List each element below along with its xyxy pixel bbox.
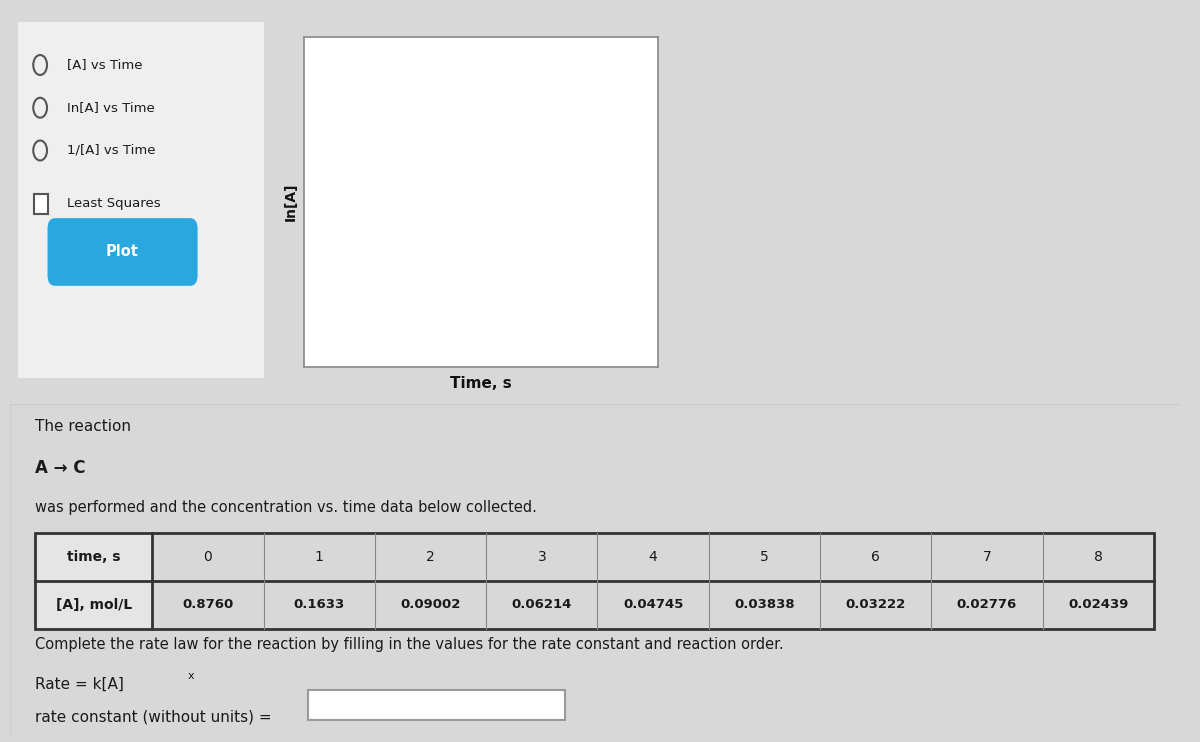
Text: 3: 3 bbox=[538, 550, 546, 564]
Y-axis label: In[A]: In[A] bbox=[284, 183, 298, 221]
Text: [A], mol/L: [A], mol/L bbox=[55, 598, 132, 612]
Bar bbox=[35, 581, 152, 629]
Text: The reaction: The reaction bbox=[35, 419, 131, 434]
Bar bbox=[308, 690, 565, 720]
Text: A → C: A → C bbox=[35, 459, 86, 477]
Bar bbox=[34, 194, 48, 214]
Text: In[A] vs Time: In[A] vs Time bbox=[67, 101, 155, 114]
Text: 0.02439: 0.02439 bbox=[1068, 599, 1128, 611]
Text: 0.02776: 0.02776 bbox=[956, 599, 1018, 611]
Text: 0.09002: 0.09002 bbox=[401, 599, 461, 611]
Text: Complete the rate law for the reaction by filling in the values for the rate con: Complete the rate law for the reaction b… bbox=[35, 637, 784, 652]
Text: 0.1633: 0.1633 bbox=[294, 599, 344, 611]
Text: 4: 4 bbox=[649, 550, 658, 564]
Text: 0.04745: 0.04745 bbox=[623, 599, 683, 611]
Text: 0.06214: 0.06214 bbox=[511, 599, 572, 611]
Text: time, s: time, s bbox=[67, 550, 120, 564]
Text: 0.8760: 0.8760 bbox=[182, 599, 234, 611]
Text: 6: 6 bbox=[871, 550, 880, 564]
Text: 8: 8 bbox=[1093, 550, 1103, 564]
Text: rate constant (without units) =: rate constant (without units) = bbox=[35, 710, 272, 725]
Text: x: x bbox=[187, 671, 194, 681]
Text: 5: 5 bbox=[760, 550, 769, 564]
Text: 0.03838: 0.03838 bbox=[734, 599, 794, 611]
Text: Least Squares: Least Squares bbox=[67, 197, 161, 211]
X-axis label: Time, s: Time, s bbox=[450, 375, 511, 390]
Text: 1: 1 bbox=[314, 550, 324, 564]
Text: 1/[A] vs Time: 1/[A] vs Time bbox=[67, 144, 156, 157]
Text: was performed and the concentration vs. time data below collected.: was performed and the concentration vs. … bbox=[35, 500, 538, 515]
Text: Plot: Plot bbox=[106, 244, 139, 260]
Text: 0: 0 bbox=[204, 550, 212, 564]
FancyBboxPatch shape bbox=[48, 218, 198, 286]
Text: 2: 2 bbox=[426, 550, 434, 564]
Text: 7: 7 bbox=[983, 550, 991, 564]
Bar bbox=[35, 533, 152, 581]
Text: Rate = k[A]: Rate = k[A] bbox=[35, 677, 125, 692]
Bar bbox=[35, 533, 1154, 629]
Text: [A] vs Time: [A] vs Time bbox=[67, 59, 143, 71]
FancyBboxPatch shape bbox=[13, 15, 269, 386]
Text: 0.03222: 0.03222 bbox=[846, 599, 906, 611]
